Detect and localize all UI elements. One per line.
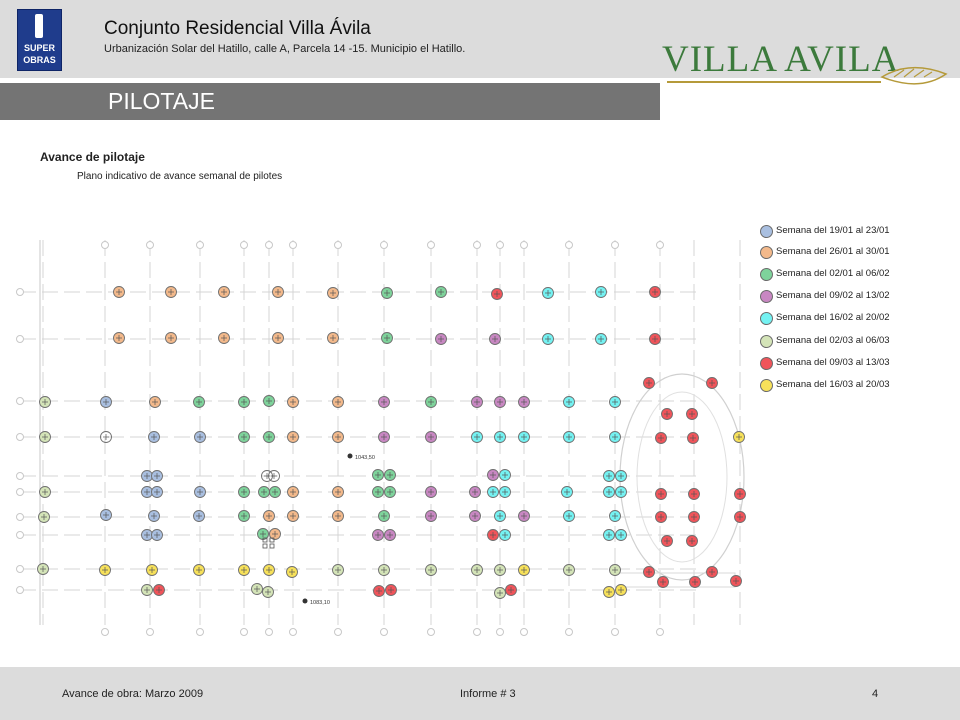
legend-label: Semana del 16/02 al 20/02 <box>776 312 890 323</box>
elevation-marker <box>347 453 353 459</box>
section-title: Avance de pilotaje <box>40 150 145 164</box>
logo-line-2: OBRAS <box>23 55 56 65</box>
axis-bubble <box>16 565 24 573</box>
axis-bubble <box>473 241 481 249</box>
legend-swatch <box>760 335 773 348</box>
axis-bubble <box>289 241 297 249</box>
footer-report-number: Informe # 3 <box>460 688 516 700</box>
elevation-label: 1083,10 <box>310 600 330 606</box>
page-subtitle: Urbanización Solar del Hatillo, calle A,… <box>104 43 466 55</box>
axis-bubble <box>16 531 24 539</box>
axis-bubble <box>265 628 273 636</box>
axis-bubble <box>16 472 24 480</box>
axis-bubble <box>265 241 273 249</box>
ramp-outline <box>619 373 745 581</box>
footer-report-date: Avance de obra: Marzo 2009 <box>62 688 204 700</box>
axis-bubble <box>565 241 573 249</box>
axis-bubble <box>656 241 664 249</box>
legend-swatch <box>760 225 773 238</box>
section-subtitle: Plano indicativo de avance semanal de pi… <box>77 171 283 182</box>
legend-label: Semana del 19/01 al 23/01 <box>776 225 890 236</box>
legend-label: Semana del 02/03 al 06/03 <box>776 335 890 346</box>
axis-bubble <box>334 628 342 636</box>
tower-icon <box>35 14 43 38</box>
ramp-outline <box>636 391 728 563</box>
legend-label: Semana del 16/03 al 20/03 <box>776 379 890 390</box>
axis-bubble <box>496 241 504 249</box>
legend-swatch <box>760 290 773 303</box>
axis-bubble <box>520 241 528 249</box>
elevation-marker <box>302 598 308 604</box>
axis-bubble <box>496 628 504 636</box>
axis-bubble <box>380 628 388 636</box>
axis-bubble <box>16 488 24 496</box>
axis-bubble <box>240 241 248 249</box>
legend-swatch <box>760 268 773 281</box>
grid-node-marker <box>269 543 275 549</box>
pile-marker <box>268 470 280 482</box>
page-title: Conjunto Residencial Villa Ávila <box>104 18 371 39</box>
header-bar <box>0 0 960 78</box>
legend-label: Semana del 09/03 al 13/03 <box>776 357 890 368</box>
axis-bubble <box>146 241 154 249</box>
pile-marker <box>100 431 112 443</box>
axis-bubble <box>565 628 573 636</box>
axis-bubble <box>16 397 24 405</box>
axis-bubble <box>427 628 435 636</box>
axis-bubble <box>380 241 388 249</box>
logo-line-1: SUPER <box>23 43 55 53</box>
axis-bubble <box>334 241 342 249</box>
axis-bubble <box>289 628 297 636</box>
legend-swatch <box>760 312 773 325</box>
super-obras-logo: SUPER OBRAS <box>17 9 62 71</box>
elevation-label: 1043,50 <box>355 455 375 461</box>
legend: Semana del 19/01 al 23/01 Semana del 26/0… <box>760 224 950 396</box>
grid-node-marker <box>262 537 268 543</box>
brand-underline <box>667 81 881 83</box>
axis-bubble <box>101 241 109 249</box>
axis-bubble <box>16 335 24 343</box>
legend-swatch <box>760 246 773 259</box>
axis-bubble <box>611 628 619 636</box>
axis-bubble <box>196 628 204 636</box>
grid-node-marker <box>269 537 275 543</box>
page-number: 4 <box>872 688 879 700</box>
axis-bubble <box>16 433 24 441</box>
legend-swatch <box>760 379 773 392</box>
legend-label: Semana del 02/01 al 06/02 <box>776 268 890 279</box>
section-banner <box>0 83 660 120</box>
axis-bubble <box>16 513 24 521</box>
axis-bubble <box>101 628 109 636</box>
legend-label: Semana del 26/01 al 30/01 <box>776 246 890 257</box>
leaf-icon <box>880 66 948 85</box>
footer-bar <box>0 667 960 720</box>
axis-bubble <box>427 241 435 249</box>
axis-bubble <box>196 241 204 249</box>
axis-bubble <box>611 241 619 249</box>
legend-swatch <box>760 357 773 370</box>
axis-bubble <box>656 628 664 636</box>
axis-bubble <box>16 586 24 594</box>
pile-plan-drawing: 1043,50 1083,10 <box>16 240 746 636</box>
legend-label: Semana del 09/02 al 13/02 <box>776 290 890 301</box>
axis-bubble <box>240 628 248 636</box>
grid-node-marker <box>262 543 268 549</box>
axis-bubble <box>520 628 528 636</box>
axis-bubble <box>473 628 481 636</box>
axis-bubble <box>16 288 24 296</box>
villa-avila-logo: VILLA AVILA <box>662 39 900 80</box>
axis-bubble <box>146 628 154 636</box>
banner-title: PILOTAJE <box>108 88 215 114</box>
